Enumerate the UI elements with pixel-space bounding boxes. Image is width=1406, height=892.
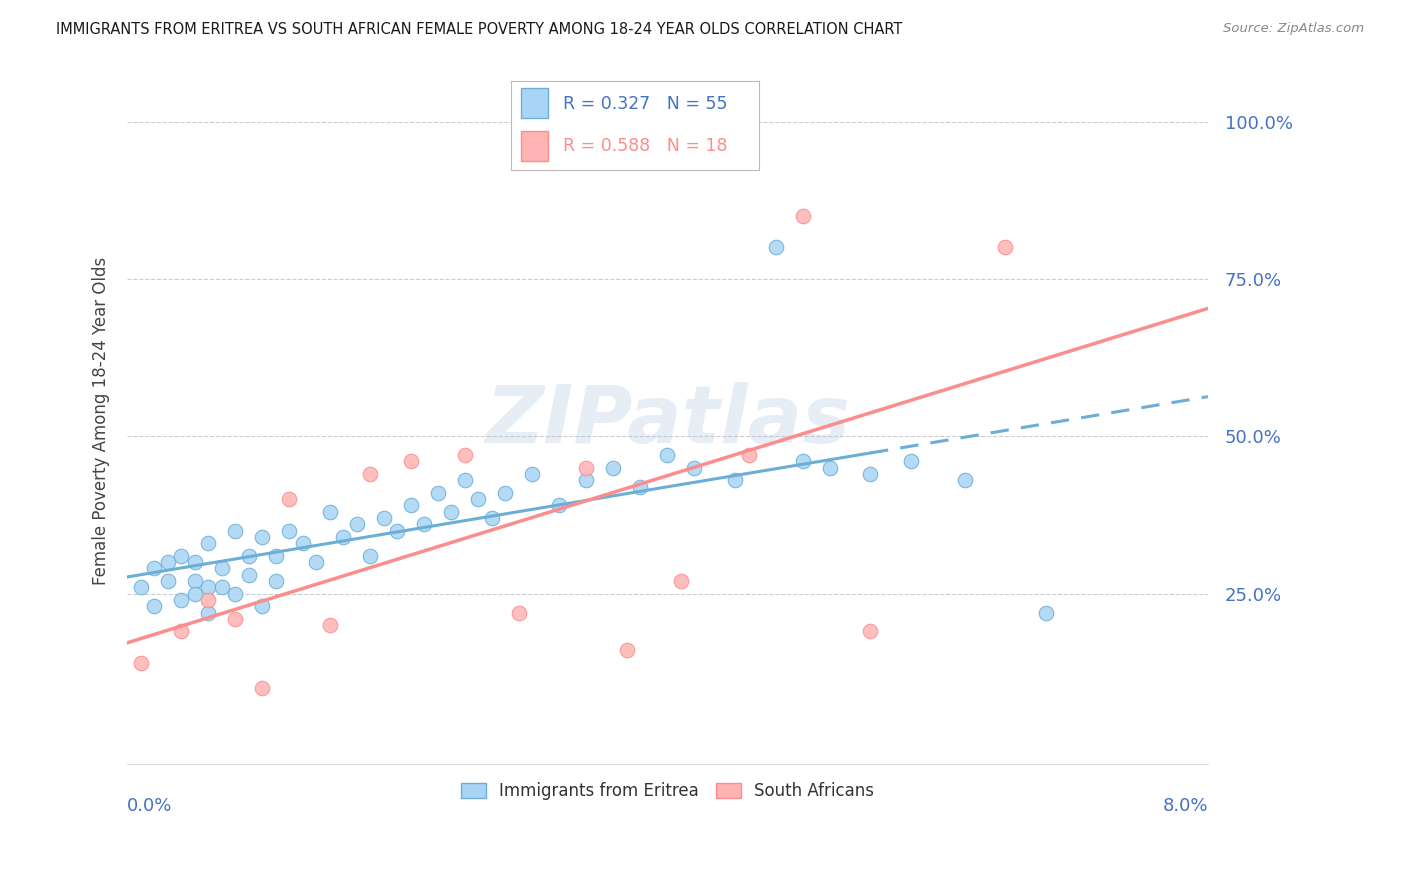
Point <box>129 656 152 670</box>
Point <box>426 486 449 500</box>
Legend: Immigrants from Eritrea, South Africans: Immigrants from Eritrea, South Africans <box>454 775 880 806</box>
Point <box>143 561 166 575</box>
Point <box>197 536 219 550</box>
Point <box>346 517 368 532</box>
Point <box>399 499 422 513</box>
Point <box>359 467 381 481</box>
Point <box>278 492 301 507</box>
Point <box>548 499 571 513</box>
Point <box>575 473 598 487</box>
Point <box>183 587 205 601</box>
Point <box>318 505 340 519</box>
Text: IMMIGRANTS FROM ERITREA VS SOUTH AFRICAN FEMALE POVERTY AMONG 18-24 YEAR OLDS CO: IMMIGRANTS FROM ERITREA VS SOUTH AFRICAN… <box>56 22 903 37</box>
Point <box>250 681 273 695</box>
Point <box>332 530 354 544</box>
Point <box>183 555 205 569</box>
Y-axis label: Female Poverty Among 18-24 Year Olds: Female Poverty Among 18-24 Year Olds <box>93 256 110 584</box>
Point <box>953 473 976 487</box>
Point <box>238 567 260 582</box>
Text: 0.0%: 0.0% <box>127 797 173 814</box>
Point <box>454 473 477 487</box>
Point <box>467 492 489 507</box>
Point <box>170 624 193 639</box>
Point <box>305 555 328 569</box>
Point <box>1035 606 1057 620</box>
Point <box>387 524 409 538</box>
Point <box>724 473 747 487</box>
Point <box>508 606 530 620</box>
Point <box>278 524 301 538</box>
Point <box>683 460 706 475</box>
Point <box>211 580 233 594</box>
Point <box>170 549 193 563</box>
Point <box>481 511 503 525</box>
Point <box>373 511 395 525</box>
Point <box>818 460 841 475</box>
Point <box>616 643 638 657</box>
Point <box>291 536 314 550</box>
Point <box>224 587 246 601</box>
Point <box>765 240 787 254</box>
Point <box>994 240 1017 254</box>
Point <box>197 580 219 594</box>
Point <box>859 467 882 481</box>
Point <box>129 580 152 594</box>
Point <box>143 599 166 614</box>
Point <box>264 549 287 563</box>
Point <box>183 574 205 588</box>
Point <box>197 593 219 607</box>
Point <box>250 599 273 614</box>
Point <box>238 549 260 563</box>
Point <box>669 574 692 588</box>
Point <box>792 454 814 468</box>
Point <box>211 561 233 575</box>
Point <box>440 505 463 519</box>
Text: Source: ZipAtlas.com: Source: ZipAtlas.com <box>1223 22 1364 36</box>
Point <box>250 530 273 544</box>
Point <box>318 618 340 632</box>
Point <box>454 448 477 462</box>
Point <box>197 606 219 620</box>
Point <box>792 209 814 223</box>
Point <box>224 524 246 538</box>
Point <box>900 454 922 468</box>
Point <box>413 517 436 532</box>
Point <box>657 448 679 462</box>
Point <box>628 480 651 494</box>
Point <box>264 574 287 588</box>
Point <box>602 460 624 475</box>
Text: ZIPatlas: ZIPatlas <box>485 382 851 459</box>
Point <box>156 555 179 569</box>
Text: 8.0%: 8.0% <box>1163 797 1208 814</box>
Point <box>575 460 598 475</box>
Point <box>399 454 422 468</box>
Point <box>737 448 759 462</box>
Point <box>224 612 246 626</box>
Point <box>522 467 544 481</box>
Point <box>156 574 179 588</box>
Point <box>859 624 882 639</box>
Point <box>359 549 381 563</box>
Point <box>494 486 516 500</box>
Point <box>170 593 193 607</box>
